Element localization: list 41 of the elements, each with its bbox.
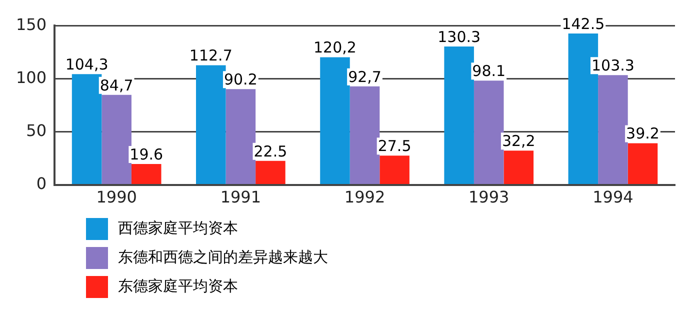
data-label: 39.2	[626, 124, 660, 143]
x-tick-label: 1994	[592, 188, 634, 207]
bar	[196, 65, 226, 184]
data-label: 130.3	[438, 28, 481, 46]
data-label: 84,7	[100, 76, 134, 94]
x-tick-label: 1993	[468, 188, 510, 207]
bar	[320, 57, 350, 184]
data-label: 90.2	[224, 70, 258, 88]
data-label: 32,2	[502, 132, 536, 150]
x-tick-label: 1992	[344, 188, 386, 207]
bar	[131, 164, 162, 184]
y-tick-label: 0	[36, 174, 47, 193]
data-label: 92,7	[348, 68, 382, 86]
bar	[380, 156, 410, 184]
y-tick-label: 50	[26, 120, 47, 140]
legend-label: 东德家庭平均资本	[118, 277, 238, 296]
legend-label: 西德家庭平均资本	[118, 219, 238, 238]
data-label: 19.6	[130, 145, 164, 164]
data-label: 27.5	[378, 137, 412, 156]
bar	[628, 143, 658, 184]
bar	[102, 94, 132, 184]
data-label: 120,2	[314, 38, 356, 57]
data-label: 98.1	[472, 62, 506, 80]
bar	[504, 150, 534, 184]
legend-label: 东德和西德之间的差异越来越大	[118, 248, 328, 267]
bar	[72, 74, 102, 184]
data-label: 103.3	[591, 56, 634, 75]
bar	[598, 75, 628, 184]
bar	[444, 46, 474, 184]
bar	[350, 86, 380, 184]
x-tick-label: 1990	[96, 188, 137, 207]
data-label: 142.5	[562, 14, 605, 33]
y-tick-label: 100	[16, 68, 47, 87]
bar	[474, 80, 504, 184]
x-tick-label: 1991	[220, 188, 262, 207]
data-label: 22.5	[254, 142, 288, 160]
data-label: 112.7	[189, 46, 232, 65]
data-label: 104,3	[65, 55, 108, 74]
y-tick-label: 150	[16, 14, 47, 34]
bar	[226, 89, 256, 184]
bar	[256, 160, 286, 184]
